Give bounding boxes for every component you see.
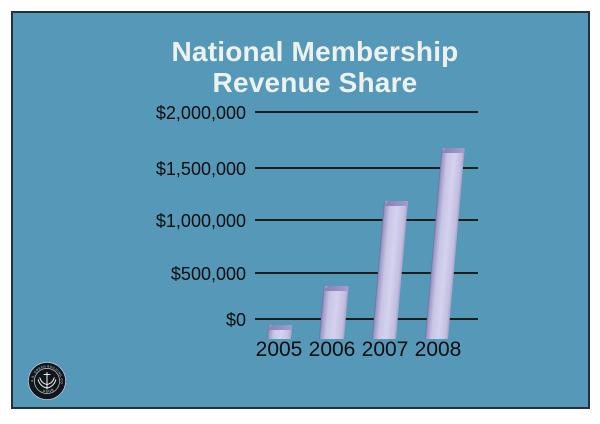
chart-title-line1: National Membership [171, 36, 459, 67]
gridline-1000000 [255, 219, 478, 221]
gridline-2000000 [255, 111, 478, 113]
chart-title-line2: Revenue Share [212, 67, 418, 98]
gridline-0 [255, 318, 478, 320]
bar-2005 [267, 325, 293, 339]
y-tick-label-1000000: $1,000,000 [155, 211, 246, 231]
seal-tree-emblem [37, 372, 57, 390]
gridline-1500000 [255, 167, 478, 169]
x-tick-label-2007: 2007 [361, 338, 409, 361]
y-tick-label-0: $0 [225, 310, 246, 330]
slide-background [11, 11, 590, 409]
y-tick-label-2000000: $2,000,000 [155, 103, 246, 123]
x-tick-label-2008: 2008 [414, 338, 462, 361]
gridline-500000 [255, 272, 478, 274]
bar-2006 [319, 286, 349, 339]
y-tick-label-500000: $500,000 [170, 264, 246, 284]
chart-title: National Membership Revenue Share [130, 36, 500, 98]
usgbc-logo: U.S. GREEN BUILDING COUNCIL USGBC [27, 361, 66, 400]
x-tick-label-2005: 2005 [255, 338, 303, 361]
x-tick-label-2006: 2006 [308, 338, 356, 361]
y-tick-label-1500000: $1,500,000 [155, 159, 246, 179]
